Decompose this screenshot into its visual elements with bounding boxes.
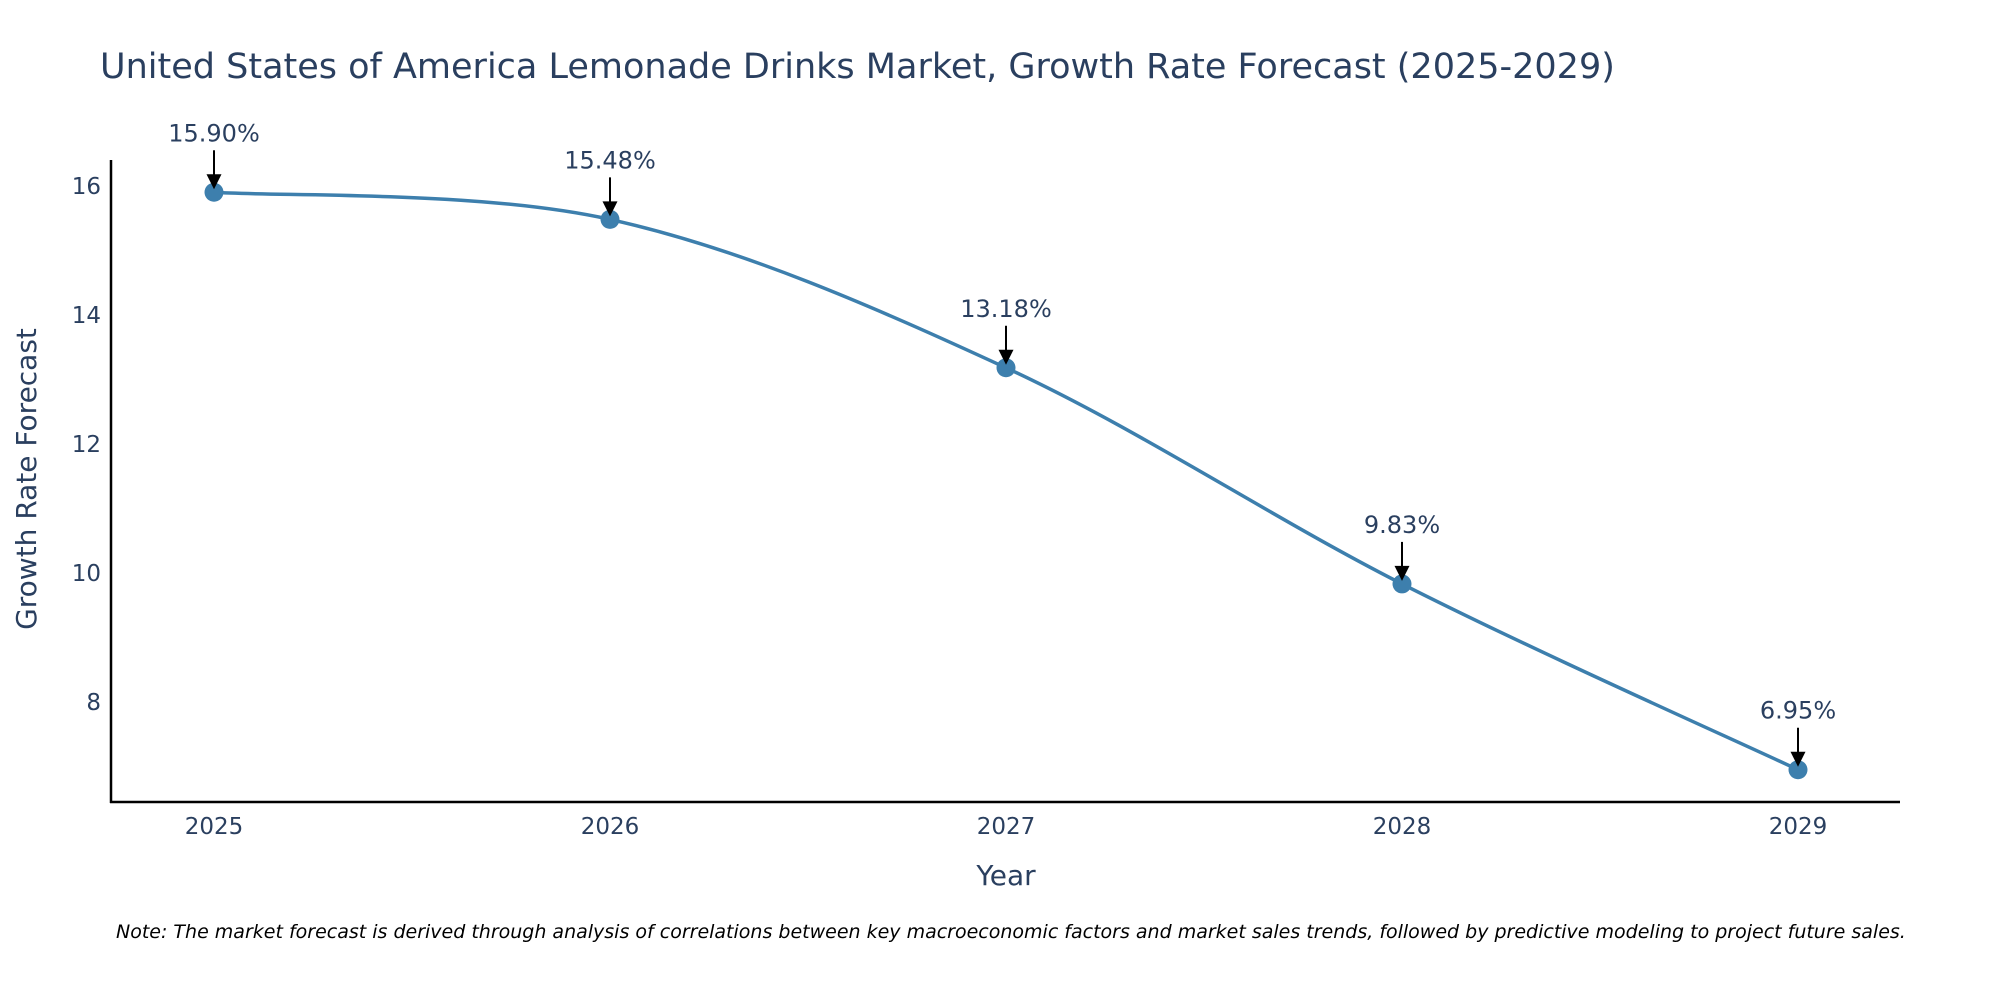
axes — [109, 160, 1900, 804]
x-tick-label: 2029 — [1769, 814, 1828, 840]
y-tick-label: 12 — [72, 432, 101, 458]
x-tick-label: 2025 — [185, 814, 244, 840]
series-line — [213, 190, 1799, 772]
y-tick-label: 8 — [86, 690, 101, 716]
x-tick-label: 2026 — [581, 814, 640, 840]
annotation-arrowhead — [602, 201, 618, 217]
annotation-arrowhead — [1790, 751, 1806, 767]
x-tick-label: 2027 — [977, 814, 1036, 840]
tick-labels: 8 10 12 14 16 2025 2026 2027 2028 2029 — [72, 174, 1828, 840]
data-label: 15.90% — [168, 119, 260, 147]
data-point — [1392, 574, 1412, 594]
data-point — [1788, 760, 1808, 780]
y-axis-title: Growth Rate Forecast — [10, 328, 43, 630]
data-label: 13.18% — [960, 295, 1052, 323]
data-point — [204, 182, 224, 202]
data-label: 9.83% — [1364, 511, 1440, 539]
x-axis-title: Year — [975, 859, 1036, 892]
data-point — [996, 358, 1016, 378]
annotations: 15.90% 15.48% 13.18% 9.83% 6.95% — [168, 119, 1836, 767]
data-point — [600, 209, 620, 229]
data-label: 15.48% — [564, 146, 656, 174]
y-tick-label: 10 — [72, 561, 101, 587]
y-tick-label: 14 — [72, 303, 101, 329]
annotation-arrowhead — [206, 174, 222, 190]
footnote: Note: The market forecast is derived thr… — [116, 921, 1906, 943]
chart-title: United States of America Lemonade Drinks… — [100, 47, 1615, 87]
series — [204, 182, 1808, 780]
annotation-arrowhead — [998, 349, 1014, 365]
annotation-arrowhead — [1394, 565, 1410, 581]
x-tick-label: 2028 — [1373, 814, 1432, 840]
data-label: 6.95% — [1760, 697, 1836, 725]
y-tick-label: 16 — [72, 174, 101, 200]
